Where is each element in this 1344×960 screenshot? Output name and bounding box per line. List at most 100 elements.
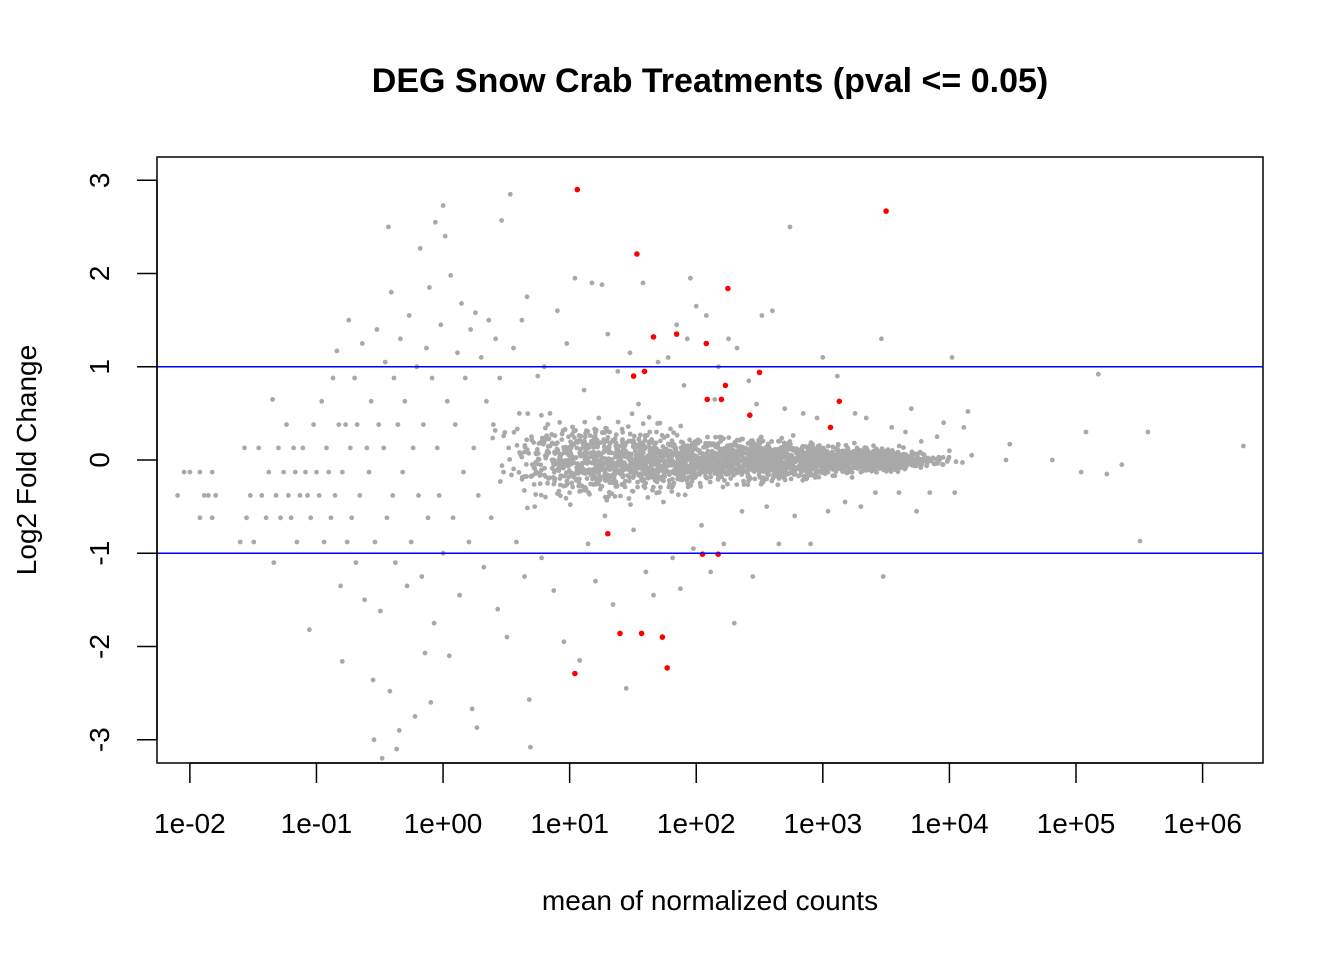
- gene-point: [488, 515, 494, 521]
- gene-point: [395, 422, 401, 427]
- gene-point: [244, 515, 249, 521]
- gene-point: [693, 446, 699, 451]
- gene-point: [516, 470, 522, 475]
- gene-point: [522, 574, 527, 579]
- gene-point: [940, 462, 945, 467]
- gene-point: [638, 465, 643, 471]
- gene-point: [597, 458, 602, 464]
- gene-point: [284, 422, 289, 427]
- gene-point: [368, 398, 374, 404]
- gene-point: [574, 445, 580, 451]
- gene-point: [597, 474, 603, 480]
- gene-point: [859, 449, 864, 455]
- gene-point: [670, 458, 675, 464]
- gene-point: [206, 493, 211, 498]
- gene-point: [825, 508, 831, 514]
- gene-point: [841, 448, 846, 454]
- gene-point: [661, 499, 666, 505]
- gene-point: [542, 425, 548, 431]
- gene-point: [549, 441, 555, 447]
- gene-point: [862, 445, 868, 450]
- gene-point: [757, 465, 763, 470]
- gene-point: [618, 493, 623, 499]
- gene-point: [965, 409, 971, 414]
- x-tick-label: 1e+00: [404, 808, 483, 839]
- gene-point: [526, 450, 532, 456]
- gene-point: [339, 469, 345, 475]
- gene-point: [613, 481, 619, 487]
- gene-point: [387, 688, 393, 694]
- x-tick-label: 1e+06: [1163, 808, 1242, 839]
- gene-point: [266, 469, 272, 475]
- chart-title: DEG Snow Crab Treatments (pval <= 0.05): [372, 62, 1048, 100]
- gene-point: [473, 310, 478, 316]
- gene-point: [536, 441, 542, 446]
- gene-point: [366, 469, 372, 475]
- gene-point: [705, 462, 711, 467]
- gene-point: [486, 317, 492, 323]
- gene-point: [722, 478, 727, 483]
- gene-point: [651, 592, 656, 598]
- gene-point: [889, 448, 895, 453]
- gene-point: [675, 492, 681, 498]
- gene-point: [857, 456, 863, 461]
- gene-point: [946, 454, 952, 460]
- gene-point: [792, 470, 798, 476]
- y-tick-label: 3: [84, 173, 115, 189]
- gene-point: [800, 411, 806, 416]
- x-tick-label: 1e-02: [154, 808, 226, 839]
- gene-point: [629, 411, 635, 417]
- gene-point: [798, 469, 804, 475]
- gene-point: [606, 494, 611, 499]
- gene-point: [682, 463, 688, 469]
- gene-point: [1104, 471, 1110, 477]
- gene-point: [761, 475, 766, 480]
- gene-point: [852, 440, 857, 446]
- gene-point: [775, 482, 781, 488]
- gene-point: [636, 401, 641, 407]
- gene-point: [794, 450, 800, 456]
- gene-point: [659, 458, 665, 463]
- gene-point: [544, 452, 550, 458]
- gene-point: [582, 419, 588, 425]
- gene-point: [609, 479, 615, 485]
- gene-point: [830, 444, 836, 450]
- gene-point: [558, 463, 564, 469]
- gene-point: [715, 461, 720, 467]
- gene-point: [885, 452, 890, 458]
- gene-point: [877, 466, 882, 471]
- gene-point: [810, 451, 816, 457]
- gene-point: [773, 473, 778, 479]
- gene-point: [788, 466, 793, 471]
- gene-point: [396, 728, 402, 733]
- gene-point: [589, 467, 595, 473]
- gene-point: [347, 445, 353, 451]
- gene-point: [555, 308, 560, 314]
- gene-point: [474, 725, 480, 730]
- gene-point: [563, 495, 569, 501]
- gene-point: [671, 470, 677, 475]
- gene-point: [271, 560, 277, 565]
- gene-point: [372, 539, 378, 545]
- gene-point: [291, 445, 296, 451]
- gene-point: [412, 714, 418, 719]
- gene-point: [400, 469, 406, 475]
- significant-gene-point: [704, 396, 710, 403]
- gene-point: [569, 432, 575, 438]
- gene-point: [840, 469, 845, 474]
- gene-point: [638, 432, 643, 438]
- gene-point: [805, 471, 810, 477]
- gene-point: [1137, 538, 1143, 544]
- significant-gene-point: [725, 285, 731, 292]
- gene-point: [607, 475, 613, 480]
- gene-point: [615, 419, 621, 425]
- gene-point: [461, 469, 466, 475]
- gene-point: [878, 449, 883, 455]
- gene-point: [630, 475, 636, 480]
- gene-point: [524, 437, 530, 443]
- gene-point: [688, 460, 694, 466]
- gene-point: [564, 458, 570, 463]
- gene-point: [276, 445, 281, 451]
- gene-point: [371, 737, 377, 743]
- gene-point: [804, 462, 810, 468]
